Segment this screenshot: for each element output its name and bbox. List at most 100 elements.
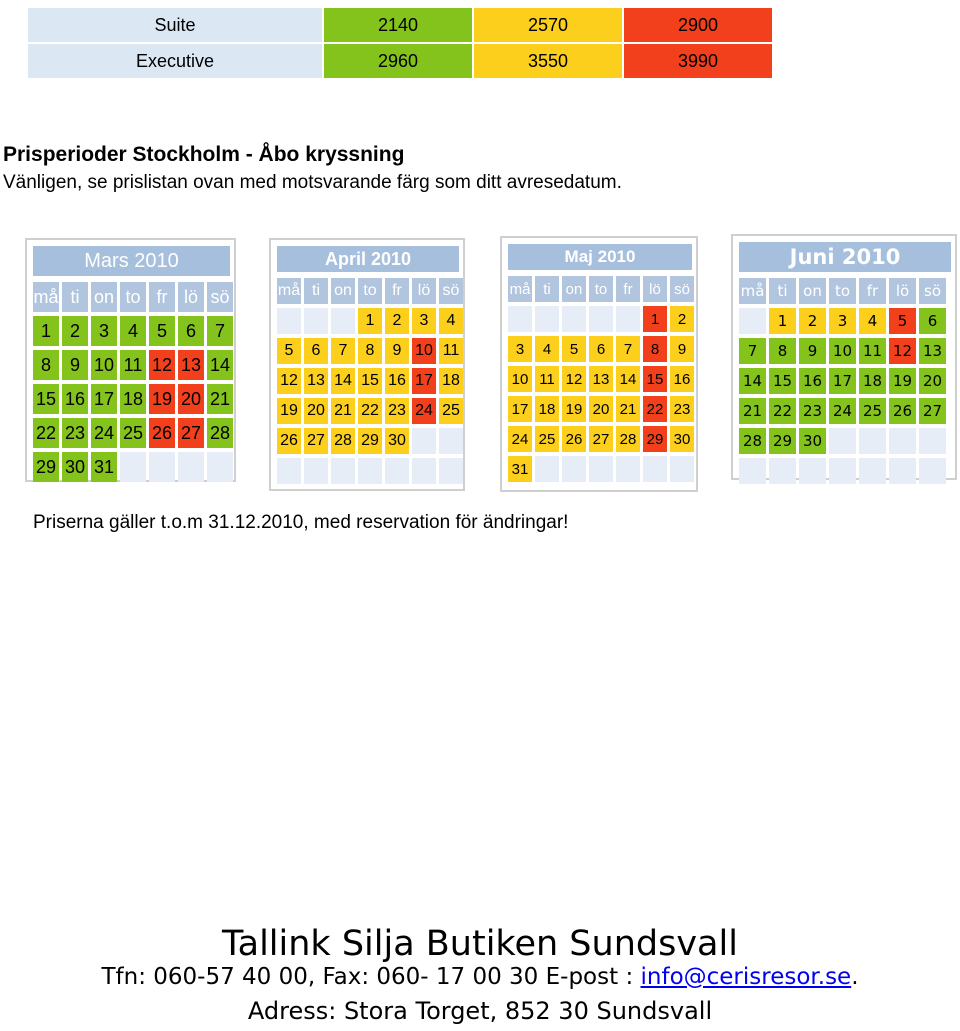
calendar-title: Maj 2010 xyxy=(508,244,692,270)
day-cell: 23 xyxy=(62,418,88,448)
day-cell: 28 xyxy=(739,428,766,454)
calendar-grid: må ti on to fr lö sö 1 2 3 4 5 6 7 8 9 10 11 12 13 14 15 16 17 1… xyxy=(508,276,694,482)
day-cell: 1 xyxy=(643,306,667,332)
day-cell: 13 xyxy=(304,368,328,394)
day-cell: 4 xyxy=(120,316,146,346)
calendar-mars: Mars 2010 må ti on to fr lö sö 1 2 3 4 5 6 7 8 9 10 11 12 1… xyxy=(25,238,236,482)
day-cell: 2 xyxy=(799,308,826,334)
day-cell: 23 xyxy=(799,398,826,424)
day-cell: 17 xyxy=(508,396,532,422)
empty-day-cell xyxy=(643,456,667,482)
day-cell: 29 xyxy=(33,452,59,482)
weekday-header: lö xyxy=(412,278,436,304)
day-cell: 12 xyxy=(149,350,175,380)
day-cell: 5 xyxy=(149,316,175,346)
footer-address: Adress: Stora Torget, 852 30 Sundsvall xyxy=(247,997,713,1025)
day-cell: 31 xyxy=(91,452,117,482)
day-cell: 4 xyxy=(439,308,463,334)
day-cell: 15 xyxy=(358,368,382,394)
empty-day-cell xyxy=(829,458,856,484)
day-cell: 7 xyxy=(331,338,355,364)
day-cell: 13 xyxy=(178,350,204,380)
weekday-header: to xyxy=(120,282,146,312)
footer-contact: Tfn: 060-57 40 00, Fax: 060- 17 00 30 E-… xyxy=(0,964,960,990)
day-cell: 12 xyxy=(277,368,301,394)
weekday-header: ti xyxy=(62,282,88,312)
price-row-suite: Suite 2140 2570 2900 xyxy=(28,8,772,42)
day-cell: 12 xyxy=(562,366,586,392)
price-cell-green: 2140 xyxy=(324,8,472,42)
weekday-header: lö xyxy=(889,278,916,304)
empty-day-cell xyxy=(616,306,640,332)
day-cell: 18 xyxy=(439,368,463,394)
day-cell: 17 xyxy=(829,368,856,394)
price-cell-green: 2960 xyxy=(324,44,472,78)
empty-day-cell xyxy=(439,428,463,454)
day-cell: 13 xyxy=(589,366,613,392)
day-cell: 2 xyxy=(62,316,88,346)
day-cell: 12 xyxy=(889,338,916,364)
day-cell: 17 xyxy=(412,368,436,394)
empty-day-cell xyxy=(412,428,436,454)
day-cell: 9 xyxy=(670,336,694,362)
empty-day-cell xyxy=(149,452,175,482)
empty-day-cell xyxy=(207,452,233,482)
weekday-header: sö xyxy=(919,278,946,304)
day-cell: 21 xyxy=(207,384,233,414)
weekday-header: on xyxy=(562,276,586,302)
empty-day-cell xyxy=(919,458,946,484)
day-cell: 22 xyxy=(769,398,796,424)
weekday-header: fr xyxy=(385,278,409,304)
day-cell: 28 xyxy=(616,426,640,452)
weekday-header: ti xyxy=(304,278,328,304)
empty-day-cell xyxy=(439,458,463,484)
weekday-header: må xyxy=(508,276,532,302)
empty-day-cell xyxy=(385,458,409,484)
day-cell: 16 xyxy=(385,368,409,394)
weekday-header: to xyxy=(829,278,856,304)
day-cell: 3 xyxy=(829,308,856,334)
day-cell: 19 xyxy=(277,398,301,424)
day-cell: 8 xyxy=(33,350,59,380)
empty-day-cell xyxy=(304,308,328,334)
weekday-header: må xyxy=(33,282,59,312)
day-cell: 2 xyxy=(670,306,694,332)
weekday-header: on xyxy=(331,278,355,304)
email-link[interactable]: info@cerisresor.se xyxy=(640,964,852,990)
day-cell: 28 xyxy=(331,428,355,454)
day-cell: 11 xyxy=(120,350,146,380)
day-cell: 7 xyxy=(616,336,640,362)
empty-day-cell xyxy=(562,456,586,482)
day-cell: 1 xyxy=(769,308,796,334)
calendar-grid: må ti on to fr lö sö 1 2 3 4 5 6 7 8 9 10 11 12 13 14 15 16 17 1… xyxy=(739,278,946,484)
weekday-header: fr xyxy=(149,282,175,312)
calendar-juni: Juni 2010 må ti on to fr lö sö 1 2 3 4 5 6 7 8 9 10 11 12 1… xyxy=(731,234,957,484)
empty-day-cell xyxy=(670,456,694,482)
day-cell: 27 xyxy=(919,398,946,424)
day-cell: 26 xyxy=(562,426,586,452)
price-cell-red: 3990 xyxy=(624,44,772,78)
day-cell: 10 xyxy=(412,338,436,364)
weekday-header: lö xyxy=(178,282,204,312)
price-cell-red: 2900 xyxy=(624,8,772,42)
empty-day-cell xyxy=(739,458,766,484)
day-cell: 11 xyxy=(859,338,886,364)
day-cell: 21 xyxy=(739,398,766,424)
calendar-grid: må ti on to fr lö sö 1 2 3 4 5 6 7 8 9 10 11 12 13 14 15 16 17 1… xyxy=(277,278,463,484)
day-cell: 21 xyxy=(331,398,355,424)
day-cell: 23 xyxy=(385,398,409,424)
day-cell: 30 xyxy=(385,428,409,454)
day-cell: 9 xyxy=(799,338,826,364)
weekday-header: ti xyxy=(535,276,559,302)
day-cell: 28 xyxy=(207,418,233,448)
day-cell: 29 xyxy=(358,428,382,454)
weekday-header: fr xyxy=(859,278,886,304)
day-cell: 31 xyxy=(508,456,532,482)
day-cell: 15 xyxy=(769,368,796,394)
empty-day-cell xyxy=(535,456,559,482)
day-cell: 19 xyxy=(149,384,175,414)
day-cell: 8 xyxy=(643,336,667,362)
day-cell: 6 xyxy=(178,316,204,346)
day-cell: 15 xyxy=(33,384,59,414)
day-cell: 23 xyxy=(670,396,694,422)
